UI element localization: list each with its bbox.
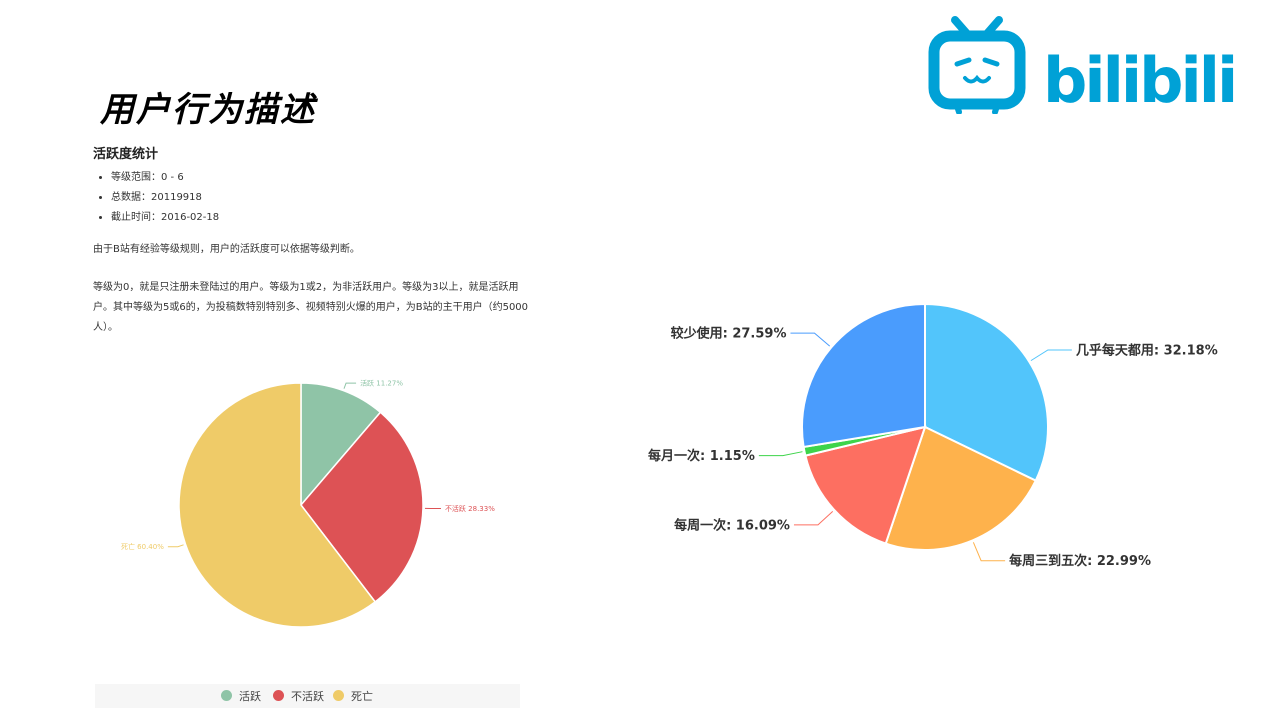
- slice-label-3: 每月一次: 1.15%: [648, 448, 755, 464]
- slice-label-2: 死亡 60.40%: [121, 542, 164, 551]
- slice-label-4: 较少使用: 27.59%: [671, 326, 787, 342]
- legend-label-active: 活跃: [239, 690, 261, 703]
- legend-item-inactive[interactable]: 不活跃: [273, 688, 324, 704]
- activity-stats-section: 活跃度统计 等级范围：0 - 6 总数据：20119918 截止时间：2016-…: [93, 143, 533, 338]
- label-leader-0: [343, 382, 357, 389]
- bilibili-logo: bilibili: [928, 16, 1235, 114]
- tv-icon: [928, 16, 1026, 114]
- legend-swatch-active: [221, 690, 232, 701]
- slice-label-1: 每周三到五次: 22.99%: [1009, 553, 1151, 569]
- activity-legend: 活跃 不活跃 死亡: [95, 684, 520, 708]
- slice-label-2: 每周一次: 16.09%: [674, 517, 790, 533]
- explanation-paragraph-1: 由于B站有经验等级规则，用户的活跃度可以依据等级判断。: [93, 244, 360, 255]
- label-leader-4: [790, 332, 831, 347]
- legend-item-active[interactable]: 活跃: [221, 688, 261, 704]
- activity-pie-chart: 活跃 11.27% 不活跃 28.33% 死亡 60.40%: [121, 379, 495, 628]
- slice-label-0: 几乎每天都用: 32.18%: [1076, 343, 1218, 359]
- legend-label-inactive: 不活跃: [291, 690, 324, 703]
- pie-slice-2[interactable]: [804, 425, 927, 545]
- logo-wordmark: bilibili: [1043, 44, 1235, 114]
- page-title: 用户行为描述: [100, 90, 316, 130]
- section-heading: 活跃度统计: [93, 147, 159, 162]
- pie-slice-4[interactable]: [801, 302, 926, 449]
- pie-slice-0[interactable]: [300, 382, 382, 508]
- legend-label-dead: 死亡: [351, 690, 373, 703]
- pie-slice-1[interactable]: [884, 425, 1038, 551]
- label-leader-2: [167, 544, 184, 548]
- stats-bullet-range: 等级范围：0 - 6: [111, 168, 533, 188]
- slice-label-1: 不活跃 28.33%: [445, 504, 495, 513]
- explanation-paragraph-2: 等级为0，就是只注册未登陆过的用户。等级为1或2，为非活跃用户。等级为3以上，就…: [93, 282, 529, 333]
- usage-frequency-pie-chart: 几乎每天都用: 32.18% 每周三到五次: 22.99% 每周一次: 16.09%…: [648, 302, 1218, 569]
- legend-swatch-dead: [333, 690, 344, 701]
- pie-slice-0[interactable]: [924, 302, 1049, 482]
- stats-bullet-total: 总数据：20119918: [111, 188, 533, 208]
- label-leader-0: [1030, 349, 1072, 362]
- legend-swatch-inactive: [273, 690, 284, 701]
- label-leader-3: [758, 451, 803, 457]
- stats-list: 等级范围：0 - 6 总数据：20119918 截止时间：2016-02-18: [93, 168, 533, 228]
- pie-slice-2[interactable]: [178, 382, 377, 628]
- stats-bullet-date: 截止时间：2016-02-18: [111, 208, 533, 228]
- pie-slice-1[interactable]: [300, 411, 424, 603]
- legend-item-dead[interactable]: 死亡: [333, 688, 373, 704]
- label-leader-1: [972, 542, 1006, 562]
- label-leader-2: [793, 510, 834, 526]
- slice-label-0: 活跃 11.27%: [360, 379, 403, 388]
